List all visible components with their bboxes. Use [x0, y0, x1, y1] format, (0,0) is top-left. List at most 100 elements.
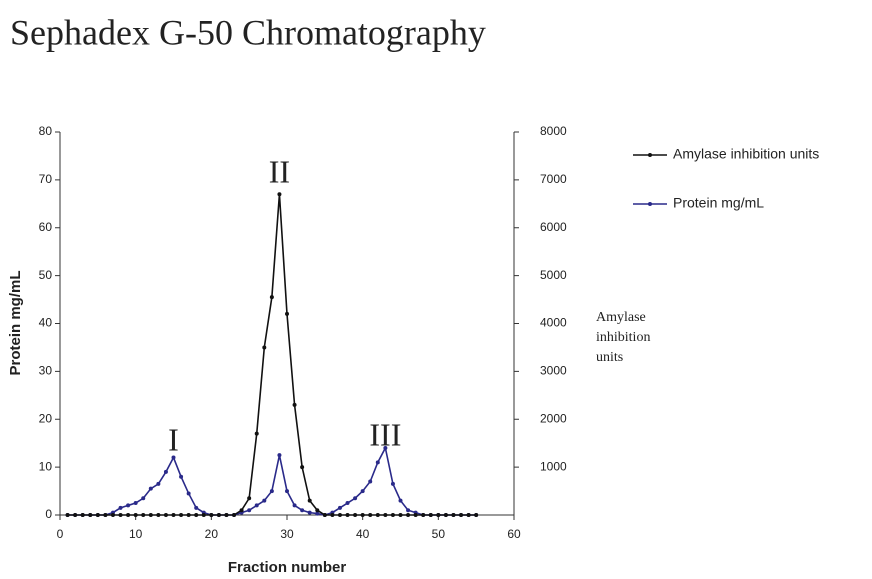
point	[224, 513, 229, 517]
y2-tick-label: 7000	[540, 172, 567, 186]
y2-tick-label: 2000	[540, 411, 567, 425]
y2-tick-label: 3000	[540, 364, 567, 378]
point	[88, 513, 93, 517]
x-axis-label: Fraction number	[228, 559, 347, 576]
point	[337, 505, 342, 510]
y-tick-label: 60	[39, 220, 53, 234]
point	[292, 503, 297, 508]
point	[148, 513, 153, 517]
point	[141, 513, 146, 517]
legend-marker	[648, 202, 652, 206]
point	[451, 513, 456, 517]
point	[269, 489, 274, 494]
point	[65, 513, 70, 517]
point	[179, 513, 184, 517]
point	[118, 513, 123, 517]
point	[73, 513, 78, 517]
legend-label: Amylase inhibition units	[673, 146, 819, 162]
y2-tick-label: 8000	[540, 124, 567, 138]
x-tick-label: 60	[507, 527, 521, 541]
point	[406, 508, 411, 513]
point	[307, 498, 312, 503]
point	[443, 513, 448, 517]
point	[186, 491, 191, 496]
y2-tick-label: 1000	[540, 459, 567, 473]
point	[413, 513, 418, 517]
chart-title: Sephadex G-50 Chromatography	[10, 12, 486, 52]
point	[459, 513, 464, 517]
point	[254, 503, 259, 508]
point	[133, 501, 138, 506]
point	[133, 513, 138, 517]
point	[345, 501, 350, 506]
point	[292, 402, 297, 407]
point	[141, 496, 146, 501]
point	[95, 513, 100, 517]
point	[262, 498, 267, 503]
x-tick-label: 40	[356, 527, 370, 541]
point	[375, 460, 380, 465]
point	[239, 508, 244, 513]
point	[156, 481, 161, 486]
point	[466, 513, 471, 517]
legend-label: Protein mg/mL	[673, 195, 764, 211]
point	[179, 474, 184, 479]
y-tick-label: 30	[39, 364, 53, 378]
point	[406, 513, 411, 517]
point	[368, 513, 373, 517]
point	[254, 431, 259, 436]
y-tick-label: 10	[39, 459, 53, 473]
point	[474, 513, 479, 517]
point	[232, 513, 237, 517]
point	[118, 505, 123, 510]
y2-axis-label: Amylase inhibition units	[596, 310, 651, 365]
y-tick-label: 50	[39, 268, 53, 282]
y2-tick-label: 5000	[540, 268, 567, 282]
y2-tick-label: 6000	[540, 220, 567, 234]
point	[436, 513, 441, 517]
point	[390, 481, 395, 486]
point	[277, 453, 282, 458]
point	[300, 465, 305, 470]
point	[368, 479, 373, 484]
point	[421, 513, 426, 517]
point	[194, 513, 199, 517]
point	[277, 192, 282, 197]
point	[398, 513, 403, 517]
point	[126, 503, 131, 508]
point	[194, 505, 199, 510]
point	[171, 455, 176, 460]
peak-annotation: II	[269, 153, 290, 189]
x-tick-label: 0	[57, 527, 64, 541]
point	[398, 498, 403, 503]
point	[216, 513, 221, 517]
point	[345, 513, 350, 517]
x-tick-label: 10	[129, 527, 143, 541]
y-tick-label: 40	[39, 316, 53, 330]
point	[156, 513, 161, 517]
point	[201, 513, 206, 517]
point	[110, 513, 115, 517]
point	[247, 508, 252, 513]
y-tick-label: 20	[39, 411, 53, 425]
legend-marker	[648, 153, 652, 157]
x-tick-label: 50	[432, 527, 446, 541]
y-tick-label: 80	[39, 124, 53, 138]
point	[322, 513, 327, 517]
point	[171, 513, 176, 517]
point	[315, 508, 320, 513]
y2-tick-label: 4000	[540, 316, 567, 330]
y-tick-label: 0	[45, 507, 52, 521]
point	[209, 513, 214, 517]
point	[307, 510, 312, 515]
point	[390, 513, 395, 517]
point	[285, 311, 289, 316]
point	[353, 496, 358, 501]
peak-annotation: III	[369, 417, 401, 453]
point	[353, 513, 358, 517]
point	[103, 513, 108, 517]
point	[163, 513, 168, 517]
point	[163, 469, 168, 474]
